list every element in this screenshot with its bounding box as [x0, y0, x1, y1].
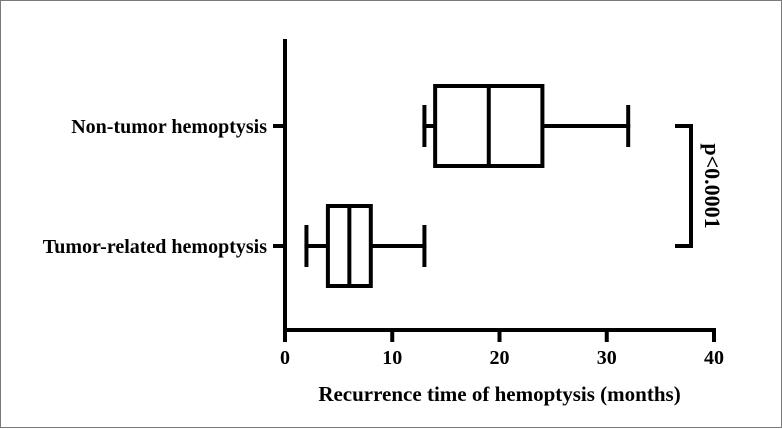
x-tick-label: 10: [382, 347, 402, 369]
box-group: [304, 204, 427, 288]
significance-annotation: p<0.0001: [675, 124, 725, 248]
x-tick-label: 40: [704, 347, 724, 369]
x-tick-label: 30: [597, 347, 617, 369]
x-tick-label: 0: [280, 347, 290, 369]
x-axis: 0 10 20 30 40: [280, 328, 724, 369]
boxes: [304, 84, 631, 288]
y-axis: Non-tumor hemoptysis Tumor-related hemopt…: [43, 39, 287, 332]
y-tick-label: Tumor-related hemoptysis: [43, 236, 267, 258]
x-tick-label: 20: [490, 347, 510, 369]
box-group: [422, 84, 631, 168]
p-value-label: p<0.0001: [700, 143, 725, 228]
y-tick-label: Non-tumor hemoptysis: [71, 116, 267, 138]
x-axis-label: Recurrence time of hemoptysis (months): [318, 382, 680, 406]
